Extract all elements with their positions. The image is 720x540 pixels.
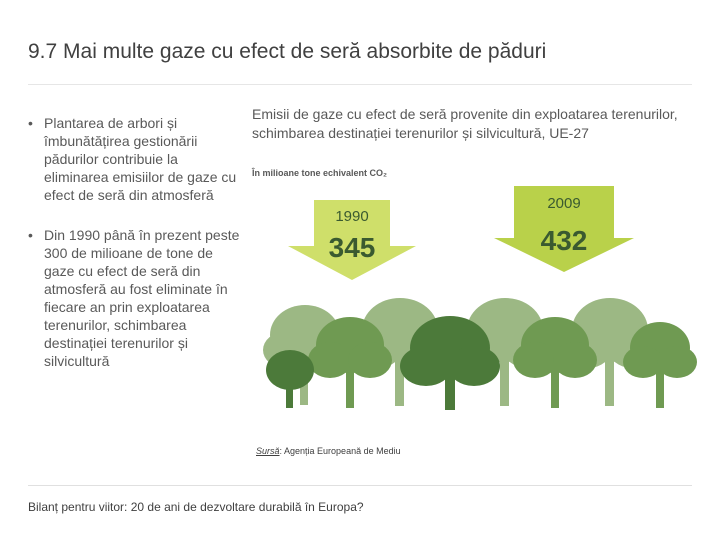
bullet-text: Plantarea de arbori și îmbunătățirea ges…: [44, 115, 237, 203]
bullet-item: • Plantarea de arbori și îmbunătățirea g…: [28, 114, 240, 204]
graphic-unit: În milioane tone echivalent CO₂: [252, 168, 388, 178]
arrow-2009-value: 432: [541, 225, 588, 256]
tree-icon: [400, 316, 500, 410]
bullet-text: Din 1990 până în prezent peste 300 de mi…: [44, 227, 240, 369]
tree-icon: [623, 322, 697, 408]
forest-arrows-graphic: 1990 345 2009 432: [263, 186, 697, 410]
tree-icon: [308, 317, 392, 408]
graphic-title: Emisii de gaze cu efect de seră provenit…: [252, 106, 678, 141]
title-divider: [28, 84, 692, 85]
arrow-2009-year: 2009: [547, 195, 580, 212]
arrow-1990-shape: [288, 200, 416, 280]
tree-icon: [266, 350, 314, 408]
source-label: Sursă: [256, 446, 280, 456]
forest: [263, 298, 697, 410]
slide-title: 9.7 Mai multe gaze cu efect de seră abso…: [28, 40, 547, 63]
bullet-marker: •: [28, 115, 33, 131]
arrow-1990-year: 1990: [335, 208, 368, 225]
arrow-1990: 1990 345: [288, 200, 416, 280]
bullet-item: • Din 1990 până în prezent peste 300 de …: [28, 226, 240, 370]
source-text: : Agenția Europeană de Mediu: [279, 446, 401, 456]
tree-icon: [513, 317, 597, 408]
bullet-marker: •: [28, 227, 33, 243]
source-note: Sursă: Agenția Europeană de Mediu: [256, 446, 401, 456]
arrow-1990-value: 345: [329, 232, 376, 263]
bullet-list: • Plantarea de arbori și îmbunătățirea g…: [28, 114, 240, 392]
footer-divider: [28, 485, 692, 486]
arrow-2009: 2009 432: [494, 186, 634, 272]
arrow-2009-shape: [494, 186, 634, 272]
footer-text: Bilanț pentru viitor: 20 de ani de dezvo…: [28, 500, 364, 514]
